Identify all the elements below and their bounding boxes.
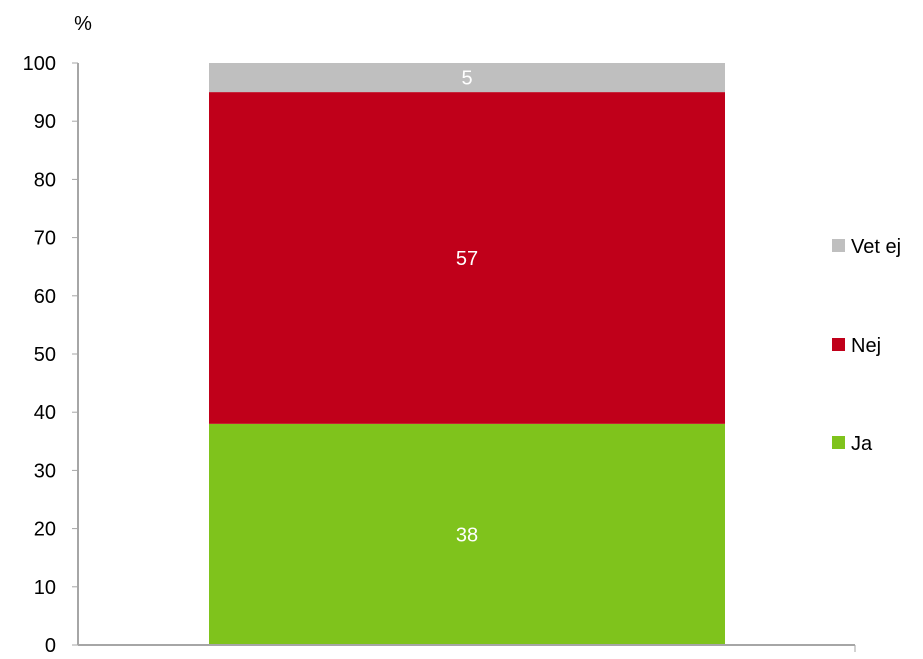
axes: [77, 63, 856, 652]
y-tick-label: 60: [34, 286, 56, 308]
y-tick-label: 50: [34, 344, 56, 366]
legend-label: Vet ej: [851, 236, 901, 258]
y-tick-label: 30: [34, 460, 56, 482]
y-tick-label: 100: [23, 53, 56, 75]
bar-segments: [209, 63, 725, 645]
data-label: 57: [456, 248, 478, 270]
data-label: 5: [461, 68, 472, 90]
data-label: 38: [456, 524, 478, 546]
bar-segment: [209, 92, 725, 424]
y-tick-label: 0: [45, 635, 56, 654]
y-tick-label: 80: [34, 169, 56, 191]
legend-swatch: [832, 338, 845, 351]
legend-swatch: [832, 239, 845, 252]
bar-value-labels: 38 57 5: [456, 68, 478, 547]
y-axis-ticks: 0 10 20 30 40 50 60 70 80 90 100: [23, 53, 78, 657]
y-tick-label: 90: [34, 111, 56, 133]
y-axis-unit-label: %: [74, 13, 92, 35]
legend-label: Nej: [851, 335, 881, 357]
legend: Vet ej Nej Ja: [832, 236, 901, 455]
y-tick-label: 70: [34, 228, 56, 250]
legend-swatch: [832, 436, 845, 449]
y-tick-label: 10: [34, 577, 56, 599]
y-tick-label: 40: [34, 402, 56, 424]
legend-label: Ja: [851, 433, 873, 455]
bar-segment: [209, 423, 725, 645]
bar-segment: [209, 63, 725, 93]
y-tick-label: 20: [34, 519, 56, 541]
